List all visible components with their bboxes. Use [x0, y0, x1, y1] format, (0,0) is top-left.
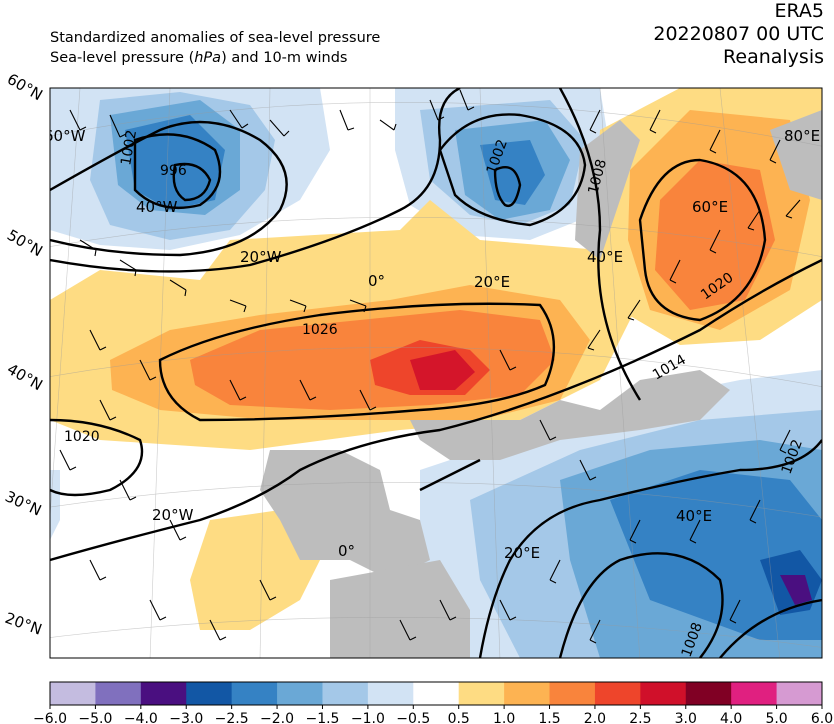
colorbar-tick-label: 4.0	[720, 711, 742, 724]
map-content: 60°W 40°W 20°W 0° 20°E 40°E 60°E 80°E 20…	[44, 88, 822, 658]
colorbar-tick-label: −2.0	[260, 711, 294, 724]
valid-datetime: 20220807 00 UTC	[653, 23, 824, 45]
colorbar-cells	[50, 682, 823, 705]
colorbar-cell	[776, 682, 823, 705]
colorbar-tick-label: −3.0	[169, 711, 203, 724]
colorbar-tick-label: 1.5	[538, 711, 560, 724]
colorbar-cell	[50, 682, 96, 705]
colorbar-tick-label: −1.0	[351, 711, 385, 724]
colorbar-tick-label: 2.5	[629, 711, 651, 724]
colorbar-cell	[140, 682, 187, 705]
lon-label-20e: 20°E	[474, 273, 510, 291]
colorbar-tick-label: 3.0	[675, 711, 697, 724]
lon-label-60w: 60°W	[44, 127, 86, 145]
isobar-label-996: 996	[160, 163, 187, 179]
colorbar-tick-label: −5.0	[78, 711, 112, 724]
colorbar-cell	[731, 682, 778, 705]
lat-label-30n: 30°N	[2, 487, 44, 519]
colorbar-tick-label: 2.0	[584, 711, 606, 724]
colorbar-cell	[640, 682, 687, 705]
title-line-2: Sea-level pressure (hPa) and 10-m winds	[50, 50, 348, 66]
graticule	[50, 88, 822, 658]
title-line-1: Standardized anomalies of sea-level pres…	[50, 30, 381, 46]
colorbar-cell	[95, 682, 142, 705]
colorbar-tick-label: −6.0	[33, 711, 67, 724]
lon-label-20e-south: 20°E	[504, 544, 540, 562]
lat-label-20n: 20°N	[3, 609, 45, 639]
map-frame	[49, 87, 823, 659]
lat-label-40n: 40°N	[4, 360, 46, 394]
isobar-label-1002-west: 1002	[118, 129, 140, 167]
land-mask	[260, 110, 822, 658]
colorbar-tick-label: −0.5	[396, 711, 430, 724]
colorbar-cell	[594, 682, 641, 705]
isobars	[50, 88, 822, 658]
isobar-label-1026: 1026	[302, 322, 338, 338]
product-type: Reanalysis	[723, 46, 824, 68]
lon-label-40e: 40°E	[587, 248, 623, 266]
wind-barbs	[59, 89, 801, 644]
lon-label-20w-south: 20°W	[152, 506, 194, 524]
colorbar-cell	[504, 682, 551, 705]
model-name: ERA5	[774, 0, 824, 22]
colorbar-tick-label: −2.5	[215, 711, 249, 724]
colorbar-tick-label: −4.0	[124, 711, 158, 724]
colorbar-cell	[367, 682, 414, 705]
lat-label-60n: 60°N	[4, 70, 46, 104]
colorbar-tick-label: 0.5	[448, 711, 470, 724]
colorbar-cell	[186, 682, 233, 705]
lon-label-80e: 80°E	[784, 127, 820, 145]
colorbar-tick-label: 5.0	[765, 711, 787, 724]
colorbar-cell	[322, 682, 369, 705]
colorbar-cell	[277, 682, 323, 705]
lon-label-0-south: 0°	[338, 542, 355, 560]
colorbar-cell	[458, 682, 505, 705]
map-title: Standardized anomalies of sea-level pres…	[50, 28, 380, 68]
isobar-label-1020-west: 1020	[64, 429, 100, 445]
colorbar-cell	[685, 682, 732, 705]
colorbar-cell	[549, 682, 596, 705]
colorbar-frame	[49, 681, 823, 706]
colorbar: −6.0 −5.0 −4.0 −3.0 −2.5 −2.0 −1.5 −1.0 −0.5 0.5 1…	[33, 681, 833, 724]
colorbar-cell	[231, 682, 278, 705]
colorbar-cell	[413, 682, 460, 705]
colorbar-tick-label: 1.0	[493, 711, 515, 724]
anomaly-shading	[50, 88, 822, 658]
lon-label-0: 0°	[368, 272, 385, 290]
colorbar-tick-label: −1.5	[305, 711, 339, 724]
lat-label-50n: 50°N	[4, 226, 46, 260]
colorbar-tick-label: 6.0	[811, 711, 833, 724]
run-info: ERA5 20220807 00 UTC Reanalysis	[653, 0, 824, 69]
lon-label-60e: 60°E	[692, 198, 728, 216]
lon-label-40e-south: 40°E	[676, 507, 712, 525]
lon-label-40w: 40°W	[136, 198, 178, 216]
colorbar-ticks: −6.0 −5.0 −4.0 −3.0 −2.5 −2.0 −1.5 −1.0 −0.5 0.5 1…	[33, 705, 833, 724]
lon-label-20w: 20°W	[240, 248, 282, 266]
